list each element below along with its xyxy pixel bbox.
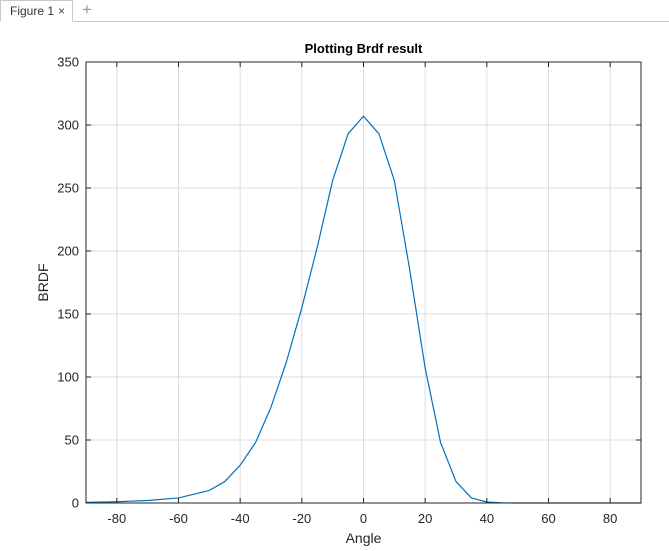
- x-tick-label: -20: [292, 511, 311, 526]
- labels: Plotting Brdf result Angle BRDF: [35, 41, 423, 546]
- close-icon[interactable]: ×: [58, 4, 66, 18]
- y-tick-label: 150: [57, 307, 79, 322]
- x-tick-label: 60: [541, 511, 555, 526]
- x-tick-label: 80: [603, 511, 617, 526]
- tab-label: Figure 1: [10, 4, 55, 18]
- x-tick-label: -80: [107, 511, 126, 526]
- y-tick-label: 100: [57, 370, 79, 385]
- axes: -80 -60 -40 -20 0 20 40 60 80 0 50 100 150 200 250 300 3…: [57, 55, 642, 526]
- x-axis-label: Angle: [346, 530, 382, 546]
- x-tick-label: -60: [169, 511, 188, 526]
- figure-tab-bar: Figure 1 × +: [0, 0, 669, 22]
- y-tick-label: 0: [72, 496, 79, 511]
- tab-figure-1[interactable]: Figure 1 ×: [0, 0, 73, 22]
- y-axis-label: BRDF: [35, 263, 51, 301]
- y-tick-label: 350: [57, 55, 79, 70]
- y-tick-label: 200: [57, 244, 79, 259]
- chart: -80 -60 -40 -20 0 20 40 60 80 0 50 100 150 200 250 300 3…: [35, 41, 642, 546]
- y-tick-label: 50: [65, 433, 79, 448]
- x-tick-label: -40: [231, 511, 250, 526]
- y-tick-label: 250: [57, 181, 79, 196]
- chart-title: Plotting Brdf result: [305, 41, 423, 56]
- x-tick-label: 20: [418, 511, 432, 526]
- x-tick-label: 40: [480, 511, 494, 526]
- grid: [86, 61, 641, 504]
- y-tick-label: 300: [57, 118, 79, 133]
- x-tick-label: 0: [360, 511, 367, 526]
- add-tab-icon[interactable]: +: [82, 0, 92, 19]
